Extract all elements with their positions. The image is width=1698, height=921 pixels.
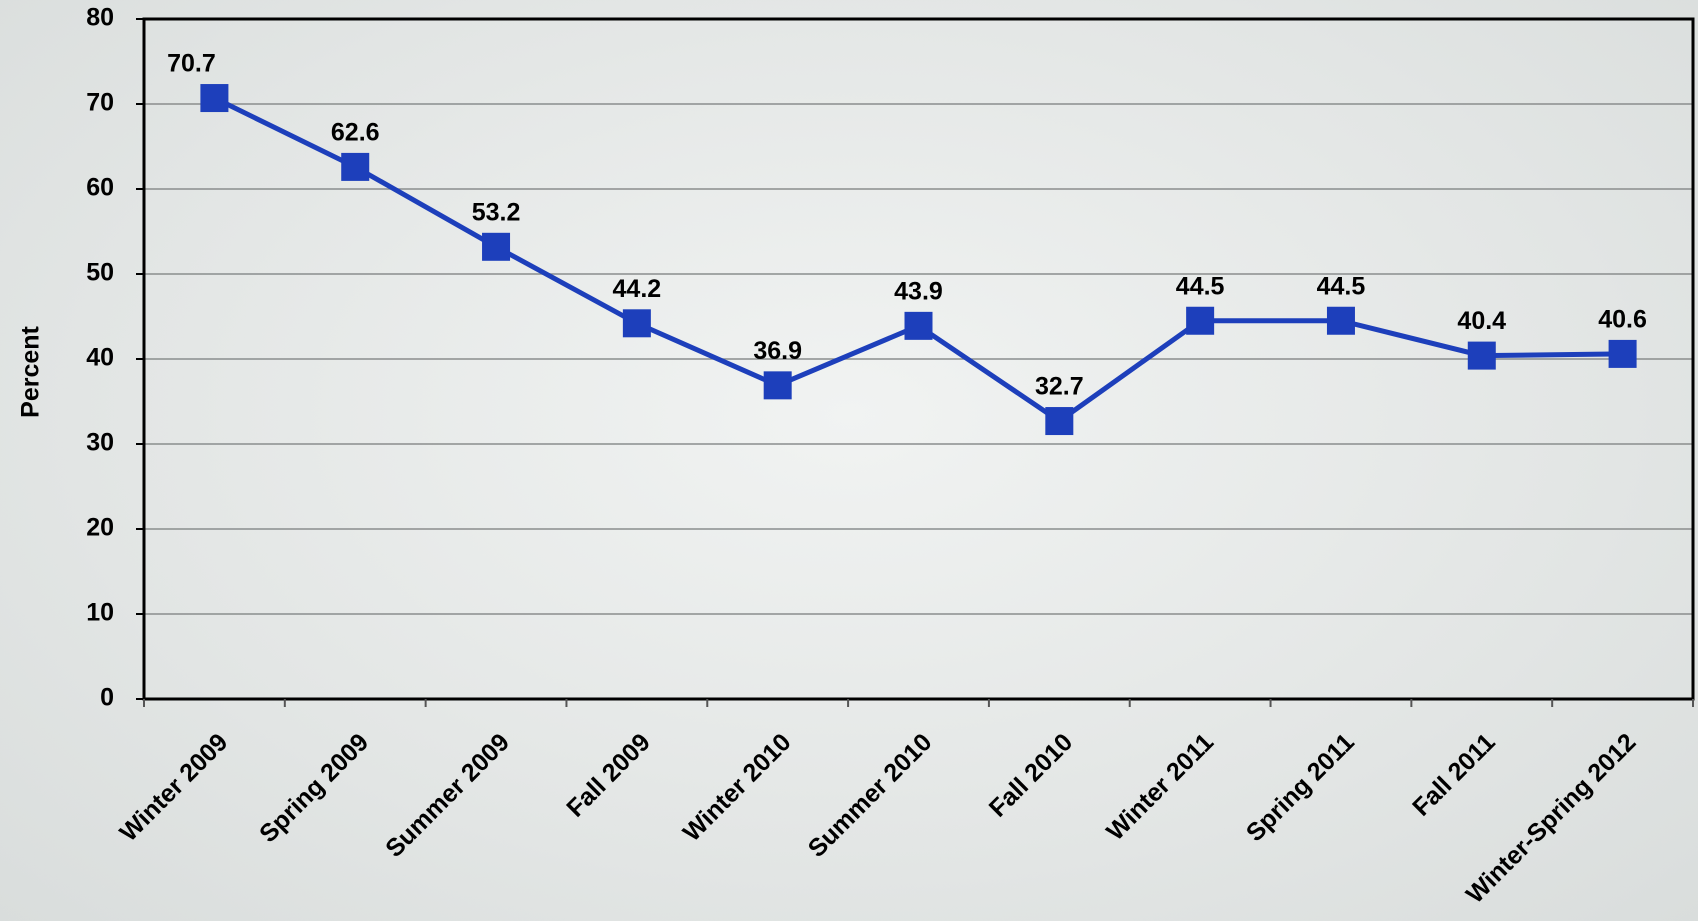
x-tick-label: Winter 2010 (678, 728, 797, 847)
data-marker (1467, 341, 1496, 370)
data-label: 40.6 (1598, 306, 1647, 334)
data-marker (622, 309, 651, 338)
data-label: 53.2 (472, 198, 521, 226)
x-tick-label: Fall 2011 (1407, 728, 1501, 822)
x-tick-label: Spring 2009 (254, 728, 374, 848)
data-label: 44.5 (1176, 272, 1225, 300)
y-tick-label: 50 (86, 259, 114, 287)
data-label: 62.6 (331, 119, 380, 147)
x-tick-label: Summer 2009 (380, 728, 515, 863)
data-marker (1045, 407, 1074, 436)
y-tick-label: 60 (86, 174, 114, 202)
data-label: 44.5 (1317, 272, 1366, 300)
y-axis-title: Percent (17, 325, 45, 417)
data-label: 32.7 (1035, 373, 1084, 401)
data-line (213, 95, 1623, 425)
data-marker (1608, 339, 1637, 368)
y-tick-label: 10 (86, 599, 114, 627)
plot-frame (142, 17, 1695, 701)
data-marker (1326, 306, 1355, 335)
x-tick-label: Spring 2011 (1241, 728, 1360, 847)
data-label: 43.9 (894, 277, 943, 305)
x-tick-label: Fall 2009 (561, 728, 655, 822)
x-tick-label: Winter 2011 (1101, 728, 1219, 846)
data-marker (763, 371, 792, 400)
data-marker (904, 311, 933, 340)
y-tick-label: 80 (86, 4, 114, 32)
y-tick-label: 20 (86, 514, 114, 542)
data-marker (1186, 306, 1215, 335)
data-label: 36.9 (753, 337, 802, 365)
y-tick-label: 70 (86, 89, 114, 117)
data-marker (200, 84, 229, 113)
x-tick-label: Winter 2009 (114, 728, 233, 847)
data-label: 40.4 (1457, 307, 1506, 335)
data-label: 44.2 (613, 275, 662, 303)
data-marker (341, 152, 370, 181)
x-tick-label: Summer 2010 (803, 728, 938, 863)
data-marker (482, 232, 511, 261)
y-tick-label: 0 (100, 684, 114, 712)
y-tick-label: 30 (86, 429, 114, 457)
data-label: 70.7 (167, 50, 216, 78)
y-tick-label: 40 (86, 344, 114, 372)
x-tick-label: Fall 2010 (984, 728, 1078, 822)
